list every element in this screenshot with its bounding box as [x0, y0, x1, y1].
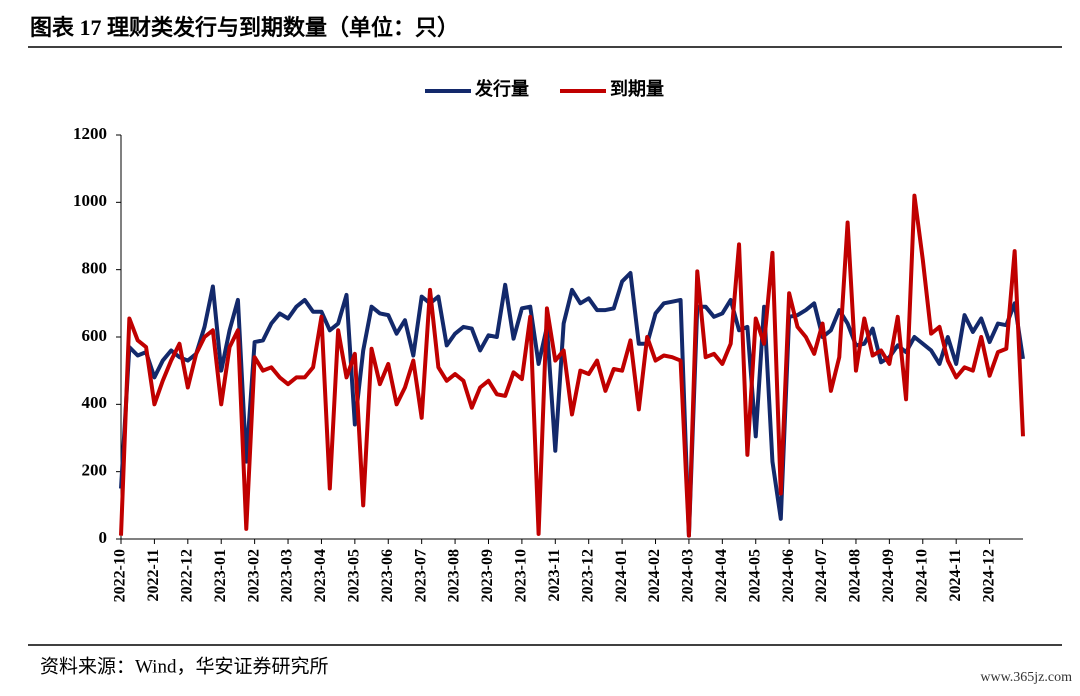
x-tick-label: 2023-11 [546, 549, 563, 601]
x-tick-label: 2023-02 [245, 549, 262, 602]
x-tick-label: 2023-05 [346, 549, 363, 602]
x-tick-label: 2024-12 [980, 549, 997, 602]
x-tick-label: 2023-08 [446, 549, 463, 602]
watermark: www.365jz.com [980, 670, 1072, 685]
x-tick-label: 2024-04 [713, 549, 730, 602]
x-tick-label: 2024-05 [746, 549, 763, 602]
y-tick-label: 1200 [73, 124, 107, 143]
x-tick-label: 2023-04 [312, 549, 329, 602]
x-tick-label: 2023-01 [212, 549, 229, 602]
x-tick-label: 2022-10 [112, 549, 129, 602]
chart-title: 图表 17 理财类发行与到期数量（单位：只） [30, 15, 459, 40]
x-tick-label: 2024-03 [680, 549, 697, 602]
x-tick-label: 2023-09 [479, 549, 496, 602]
x-tick-label: 2022-12 [178, 549, 195, 602]
y-tick-label: 400 [82, 393, 108, 412]
y-tick-label: 600 [82, 326, 108, 345]
x-tick-label: 2024-08 [847, 549, 864, 602]
x-tick-label: 2024-02 [646, 549, 663, 602]
x-tick-label: 2024-10 [913, 549, 930, 602]
x-tick-label: 2023-12 [579, 549, 596, 602]
source: 资料来源：Wind，华安证券研究所 [40, 655, 328, 677]
x-tick-label: 2023-10 [513, 549, 530, 602]
y-tick-label: 800 [82, 259, 108, 278]
line-series [119, 193, 1025, 538]
legend-label: 到期量 [610, 78, 664, 99]
y-tick-label: 1000 [73, 191, 107, 210]
legend-label: 发行量 [474, 78, 529, 99]
x-tick-label: 2024-11 [947, 549, 964, 601]
x-tick-label: 2023-06 [379, 549, 396, 602]
x-tick-label: 2023-07 [412, 549, 429, 602]
y-tick-label: 0 [99, 528, 108, 547]
x-tick-label: 2022-11 [145, 549, 162, 601]
line-series [119, 271, 1025, 538]
y-tick-label: 200 [82, 461, 108, 480]
x-tick-label: 2024-06 [780, 549, 797, 602]
x-tick-label: 2024-09 [880, 549, 897, 602]
x-tick-label: 2023-03 [279, 549, 296, 602]
x-tick-label: 2024-07 [813, 549, 830, 602]
x-tick-label: 2024-01 [613, 549, 630, 602]
